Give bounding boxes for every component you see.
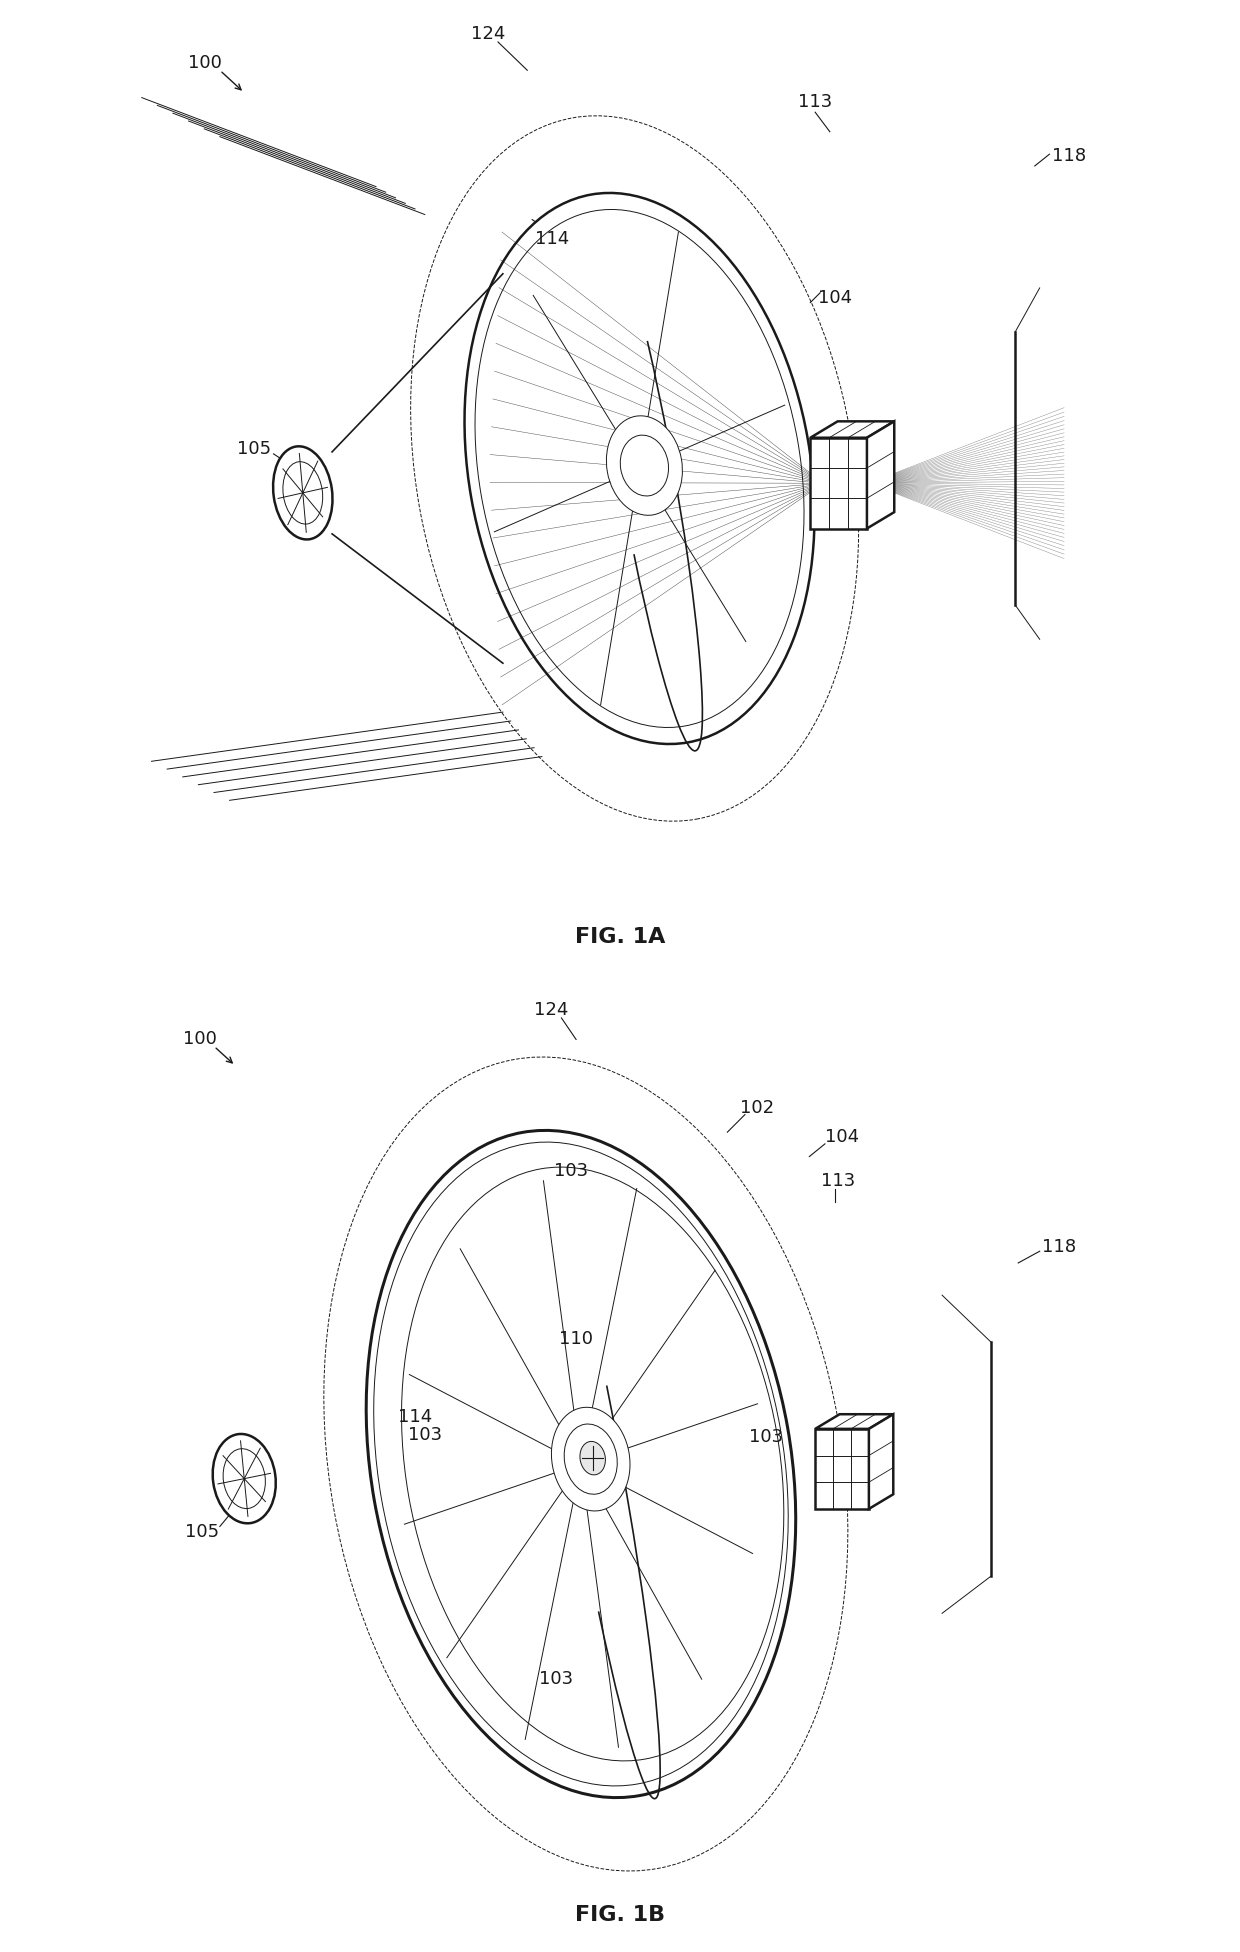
Text: 103: 103 bbox=[408, 1425, 441, 1444]
Polygon shape bbox=[815, 1413, 893, 1429]
Ellipse shape bbox=[366, 1130, 796, 1798]
Text: 118: 118 bbox=[1052, 146, 1086, 166]
Ellipse shape bbox=[606, 416, 682, 515]
Text: FIG. 1A: FIG. 1A bbox=[575, 927, 665, 947]
Polygon shape bbox=[867, 422, 894, 529]
Bar bbox=[810, 437, 867, 529]
Bar bbox=[815, 1429, 869, 1509]
Polygon shape bbox=[869, 1413, 893, 1509]
Text: 104: 104 bbox=[817, 289, 852, 306]
Ellipse shape bbox=[552, 1407, 630, 1511]
Text: 100: 100 bbox=[184, 1031, 217, 1048]
Text: 124: 124 bbox=[471, 25, 506, 43]
Text: 103: 103 bbox=[554, 1161, 588, 1181]
Text: 104: 104 bbox=[826, 1128, 859, 1146]
Text: 103: 103 bbox=[539, 1669, 574, 1688]
Ellipse shape bbox=[465, 193, 815, 744]
Ellipse shape bbox=[213, 1435, 275, 1523]
Text: 105: 105 bbox=[237, 439, 272, 459]
Ellipse shape bbox=[580, 1441, 605, 1476]
Text: 103: 103 bbox=[749, 1427, 784, 1446]
Text: 105: 105 bbox=[185, 1523, 219, 1542]
Ellipse shape bbox=[273, 447, 332, 539]
Text: 118: 118 bbox=[1042, 1238, 1076, 1257]
Text: 114: 114 bbox=[534, 230, 569, 248]
Text: 102: 102 bbox=[739, 1099, 774, 1117]
Text: 113: 113 bbox=[821, 1171, 856, 1191]
Text: 113: 113 bbox=[799, 94, 832, 111]
Text: FIG. 1B: FIG. 1B bbox=[575, 1905, 665, 1925]
Text: 114: 114 bbox=[398, 1407, 433, 1427]
Polygon shape bbox=[810, 422, 894, 437]
Text: 110: 110 bbox=[559, 1329, 593, 1349]
Text: 100: 100 bbox=[188, 55, 222, 72]
Text: 124: 124 bbox=[534, 1001, 569, 1019]
